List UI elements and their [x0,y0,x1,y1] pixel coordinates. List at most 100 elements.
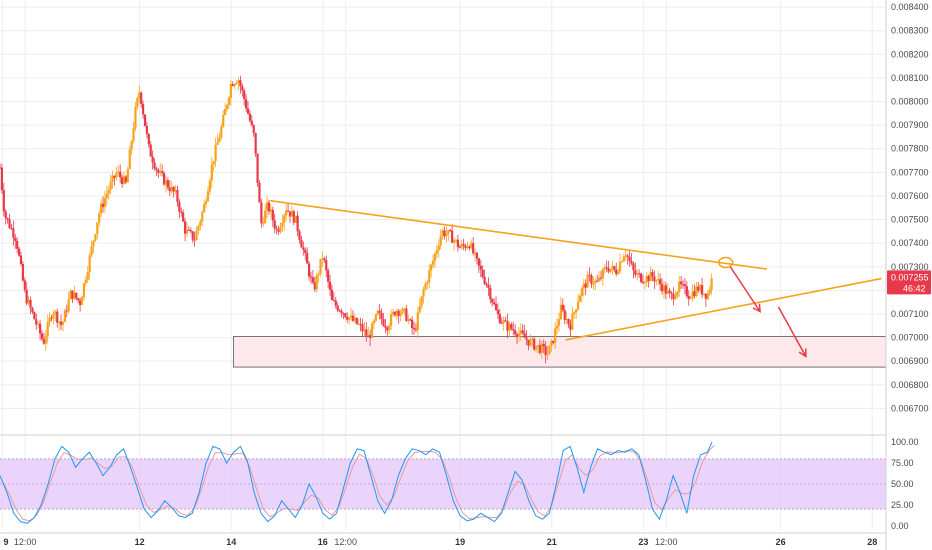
candle-body [605,267,608,269]
time-tick-label: 19 [455,537,465,547]
candle-body [283,215,286,223]
price-tick-label: 0.007000 [891,333,929,343]
candle-body [369,334,372,338]
candle-body [573,312,576,314]
candle-body [214,144,217,162]
candle-body [615,269,618,274]
candle-body [594,280,597,284]
candle-body [245,99,248,109]
price-tick-label: 0.006900 [891,356,929,366]
candle-body [531,338,534,340]
candle-body [313,282,316,290]
candle-body [399,313,402,316]
price-tick-label: 0.006700 [891,403,929,413]
price-tick-label: 0.008300 [891,26,929,36]
candle-body [338,310,341,312]
candle-body [107,189,110,194]
candle-body [630,261,633,264]
candle-body [514,330,517,335]
candle-body [479,265,482,270]
candle-body [162,173,166,185]
candle-body [390,313,393,326]
candle-body [384,325,387,328]
candle-body [233,84,236,86]
candle-body [409,319,412,321]
candle-body [304,249,307,254]
candle-body [153,162,156,169]
candle-body [309,276,313,278]
candle-body [632,263,635,271]
candle-body [439,236,442,246]
price-tick-label: 0.008000 [891,97,929,107]
candle-body [54,311,57,314]
candle-body [582,283,585,289]
candle-body [252,125,255,134]
candle-body [271,209,274,221]
candle-body [151,156,154,163]
candle-body [590,275,593,284]
trendline [270,199,768,270]
candle-body [708,289,711,294]
candle-body [597,277,601,282]
candle-body [569,324,572,330]
candle-body [395,310,398,316]
candle-body [206,191,210,202]
time-tick-label: 12:00 [14,537,37,547]
candle-body [431,260,435,265]
candle-body [647,275,650,282]
time-tick-label: 26 [776,537,786,547]
candle-body [401,308,404,314]
candle-body [77,298,80,301]
candle-body [575,309,578,313]
candle-body [136,98,139,108]
stochastic-pane [0,441,886,524]
candle-body [250,120,253,126]
candle-body [700,285,704,295]
candle-body [75,292,78,299]
candle-body [267,202,271,212]
stochastic-tick-label: 100.00 [891,437,919,447]
candle-body [334,300,337,306]
candle-body [143,114,147,126]
candle-body [435,250,438,254]
candle-body [412,328,416,330]
candle-body [183,221,187,234]
candle-body [422,289,425,297]
candle-body [340,310,343,314]
price-tick-label: 0.007400 [891,238,929,248]
candle-body [189,230,192,232]
candle-body [86,271,89,280]
candle-body [508,324,511,331]
candle-body [405,308,408,321]
candle-body [536,344,540,346]
candle-body [122,176,126,184]
candle-body [178,202,181,212]
candle-body [243,90,246,100]
candle-body [554,328,557,343]
candle-body [59,321,63,325]
candle-body [636,273,639,275]
candle-body [25,289,28,304]
candle-body [367,334,370,336]
candle-body [4,211,7,219]
candle-body [0,167,4,190]
candle-body [685,286,688,297]
candle-body [46,322,49,337]
candle-body [510,324,513,329]
candle-body [44,336,47,344]
candle-body [576,301,580,310]
candle-body [542,343,545,347]
candle-body [61,321,65,325]
candle-body [317,273,320,276]
candle-body [37,323,40,325]
candle-body [643,282,646,284]
candle-body [567,319,570,325]
candle-body [187,229,190,231]
candle-body [73,292,76,299]
candle-body [332,300,335,302]
price-tick-label: 0.007800 [891,144,929,154]
candle-body [258,182,261,203]
support-zone [233,335,887,368]
candle-body [451,230,454,243]
